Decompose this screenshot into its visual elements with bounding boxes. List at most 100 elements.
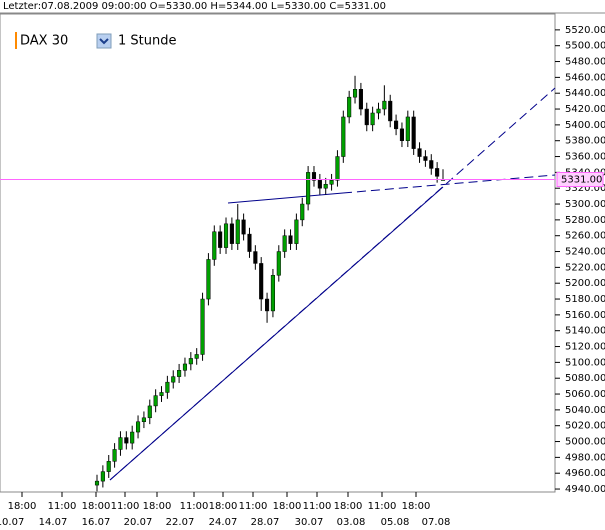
candle-body — [200, 298, 205, 355]
candle-body — [423, 156, 428, 161]
y-tick-label: 5100.00 — [565, 357, 605, 368]
candle-body — [417, 148, 422, 157]
y-tick-label: 5500.00 — [565, 41, 605, 52]
x-date-label: 28.07 — [251, 517, 280, 528]
candle-body — [147, 405, 152, 419]
candle-body — [182, 363, 188, 371]
y-tick-label: 5260.00 — [565, 231, 605, 242]
y-tick-label: 4980.00 — [565, 452, 605, 463]
candle-body — [223, 223, 229, 248]
candle-body — [130, 431, 135, 444]
candle-body — [335, 156, 340, 181]
y-tick-label: 5320.00 — [565, 183, 605, 194]
trend-line — [227, 192, 344, 204]
x-date-label: 16.07 — [82, 517, 111, 528]
x-tick-label: 18:00 — [334, 501, 363, 512]
x-date-label: 10.07 — [0, 517, 24, 528]
candle-body — [382, 100, 387, 110]
y-tick-label: 5200.00 — [565, 278, 605, 289]
y-tick-label: 5420.00 — [565, 104, 605, 115]
candle-body — [282, 235, 287, 252]
candle-body — [118, 437, 123, 450]
last-price-label: 5331.00 — [561, 175, 602, 186]
y-tick-label: 5480.00 — [565, 57, 605, 68]
candle-body — [388, 100, 393, 122]
x-tick-label: 18:00 — [402, 501, 431, 512]
dropdown-chevron — [99, 38, 109, 45]
x-date-label: 20.07 — [124, 517, 153, 528]
x-tick-label: 18:00 — [209, 501, 238, 512]
y-tick-label: 5360.00 — [565, 152, 605, 163]
candle-body — [194, 354, 199, 359]
x-date-label: 14.07 — [39, 517, 68, 528]
y-tick-label: 5000.00 — [565, 437, 605, 448]
candle-body — [247, 233, 252, 252]
x-tick-label: 11:00 — [111, 501, 140, 512]
candle-body — [329, 180, 334, 185]
candle-body — [311, 172, 317, 181]
candle-body — [112, 449, 117, 462]
candle-body — [288, 235, 293, 244]
candle-body — [218, 231, 223, 248]
header-text: Letzter:07.08.2009 09:00:00 O=5330.00 H=… — [3, 1, 386, 12]
x-tick-label: 18:00 — [8, 501, 37, 512]
y-tick-label: 5280.00 — [565, 215, 605, 226]
candle-body — [306, 172, 311, 205]
candle-body — [106, 461, 111, 472]
y-tick-label: 4940.00 — [565, 484, 605, 495]
candle-body — [159, 392, 164, 396]
y-tick-label: 5080.00 — [565, 373, 605, 384]
interval-dropdown[interactable] — [96, 33, 112, 49]
x-date-label: 05.08 — [381, 517, 410, 528]
trend-line — [342, 174, 556, 194]
y-tick-label: 5220.00 — [565, 262, 605, 273]
candle-body — [136, 421, 141, 433]
y-tick-label: 5020.00 — [565, 421, 605, 432]
x-date-label: 24.07 — [209, 517, 238, 528]
candle-body — [253, 251, 258, 264]
candle-body — [270, 275, 275, 312]
candle-body — [411, 116, 416, 149]
candle-body — [153, 395, 158, 407]
candle-body — [100, 471, 105, 482]
x-tick-label: 11:00 — [239, 501, 268, 512]
candle-body — [347, 96, 352, 118]
candle-body — [435, 168, 440, 177]
candle-body — [177, 370, 182, 377]
candle-body — [370, 112, 375, 126]
x-tick-label: 18:00 — [82, 501, 111, 512]
candle-body — [206, 259, 211, 300]
candle-body — [300, 203, 305, 221]
candle-body — [165, 381, 170, 393]
y-tick-label: 5140.00 — [565, 326, 605, 337]
candle-body — [341, 116, 346, 157]
x-date-label: 22.07 — [166, 517, 195, 528]
y-tick-label: 5040.00 — [565, 405, 605, 416]
trend-line — [109, 186, 444, 481]
candle-body — [259, 263, 264, 300]
x-tick-label: 11:00 — [303, 501, 332, 512]
candle-body — [229, 223, 234, 244]
candle-body — [429, 160, 434, 169]
candle-body — [276, 251, 281, 276]
candle-body — [394, 120, 399, 130]
y-tick-label: 5520.00 — [565, 25, 605, 36]
candle-body — [94, 480, 100, 486]
candle-body — [358, 89, 363, 110]
x-date-label: 03.08 — [337, 517, 366, 528]
legend-label: DAX 30 — [20, 34, 68, 49]
candle-body — [323, 184, 328, 189]
x-date-label: 30.07 — [295, 517, 324, 528]
candle-body — [399, 128, 404, 141]
x-tick-label: 11:00 — [368, 501, 397, 512]
y-tick-label: 5180.00 — [565, 294, 605, 305]
plot-frame — [0, 13, 556, 493]
candle-body — [317, 180, 322, 189]
y-tick-label: 4960.00 — [565, 468, 605, 479]
candle-body — [364, 108, 369, 126]
x-tick-label: 18:00 — [143, 501, 172, 512]
candle-body — [124, 437, 129, 444]
x-tick-label: 18:00 — [273, 501, 302, 512]
